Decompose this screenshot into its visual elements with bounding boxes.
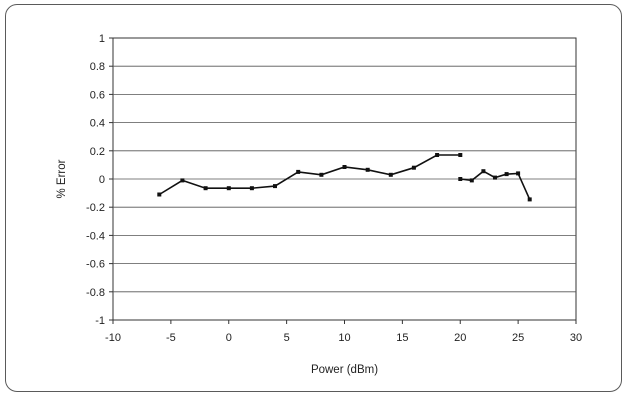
data-point: [411, 165, 416, 170]
x-axis-ticks: -10 -5 0 5 10 15 20 25 30: [105, 320, 582, 344]
data-point: [226, 186, 231, 191]
data-point: [493, 175, 497, 180]
data-point: [469, 178, 474, 183]
data-point: [365, 167, 370, 172]
x-tick-label: 20: [454, 332, 466, 344]
y-tick-label: -0.6: [86, 259, 105, 271]
chart-frame: [5, 4, 622, 392]
data-point: [157, 192, 162, 197]
gridlines: [113, 65, 576, 293]
y-tick-label: 0.6: [90, 89, 105, 101]
data-point: [180, 178, 185, 183]
y-tick-label: -0.8: [86, 287, 105, 299]
data-point: [516, 171, 521, 176]
data-point: [249, 186, 254, 191]
data-point: [458, 153, 463, 157]
y-axis-ticks: 1 0.8 0.6 0.4 0.2 0 -0.2 -0.4 -0.6 -0.8 -1: [86, 33, 113, 327]
x-tick-label: 10: [338, 332, 350, 344]
data-point: [203, 186, 208, 191]
x-tick-label: 25: [512, 332, 524, 344]
y-tick-label: 0.2: [90, 146, 105, 158]
data-point: [388, 172, 393, 177]
x-tick-label: 0: [226, 332, 232, 344]
data-point: [319, 172, 324, 177]
y-tick-label: -0.2: [86, 202, 105, 214]
y-tick-label: -0.4: [86, 230, 105, 242]
data-point: [504, 172, 509, 177]
data-point: [435, 153, 440, 157]
data-point: [273, 184, 277, 189]
y-tick-label: -1: [95, 315, 105, 327]
series-line-1: [158, 154, 461, 196]
x-axis-label: Power (dBm): [311, 364, 378, 376]
data-point: [481, 169, 486, 174]
y-tick-label: 1: [99, 33, 105, 45]
series-layer: [157, 153, 532, 202]
x-tick-label: 5: [284, 332, 290, 344]
y-tick-label: 0.4: [90, 118, 105, 130]
x-tick-label: -10: [105, 332, 121, 344]
x-tick-label: 30: [570, 332, 582, 344]
y-axis-label: % Error: [56, 159, 68, 198]
x-tick-label: 15: [396, 332, 408, 344]
series-line-2: [460, 170, 531, 200]
data-point: [458, 177, 463, 181]
x-tick-label: -5: [166, 332, 176, 344]
data-point: [342, 165, 347, 169]
data-point: [527, 197, 532, 202]
data-point: [296, 169, 301, 174]
y-tick-label: 0.8: [90, 61, 105, 73]
y-tick-label: 0: [99, 174, 105, 186]
